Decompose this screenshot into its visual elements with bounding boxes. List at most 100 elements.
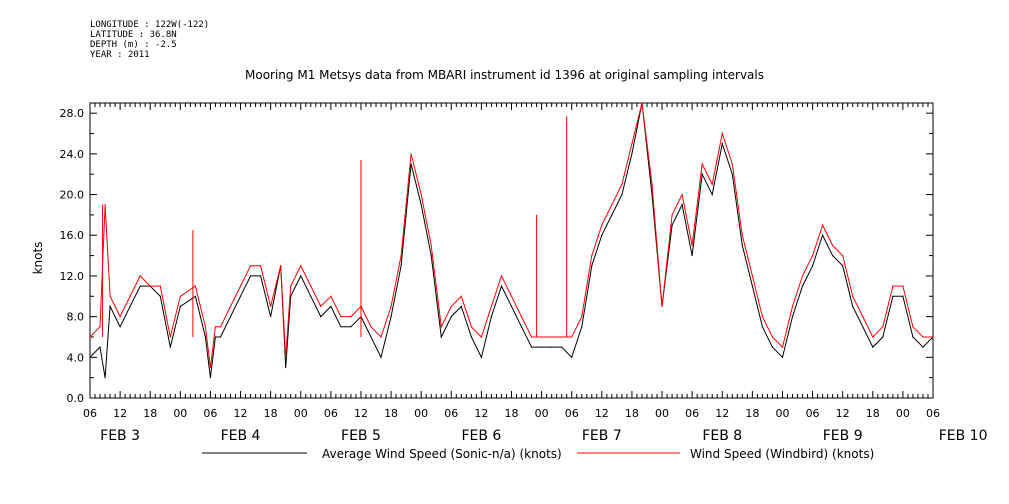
point-average — [671, 224, 673, 226]
station-metadata: LONGITUDE : 122W(-122) LATITUDE : 36.8N … — [90, 20, 209, 60]
point-windbird — [114, 305, 116, 308]
point-windbird — [104, 204, 106, 206]
series-group — [89, 102, 934, 379]
point-average — [822, 234, 824, 236]
point-windbird — [581, 316, 583, 318]
point-windbird — [811, 254, 814, 257]
date-label: FEB 7 — [582, 428, 622, 444]
x-tick-label: 12 — [474, 407, 488, 420]
point-windbird — [149, 285, 151, 287]
point-windbird — [270, 305, 272, 308]
point-average — [912, 336, 914, 338]
plot-frame — [89, 102, 934, 399]
point-windbird — [330, 295, 332, 297]
point-average — [571, 356, 573, 358]
point-average — [862, 326, 864, 328]
point-windbird — [842, 254, 844, 257]
date-label: FEB 5 — [341, 428, 381, 444]
point-average — [892, 295, 894, 297]
x-tick-label: 18 — [625, 407, 639, 420]
point-windbird — [340, 316, 342, 318]
point-windbird — [530, 336, 533, 338]
x-tick-label: 00 — [535, 407, 549, 420]
point-windbird — [681, 193, 683, 196]
series-line-average — [89, 102, 934, 378]
x-tick-label: 06 — [685, 407, 699, 420]
point-average — [330, 305, 332, 308]
point-average — [581, 326, 583, 328]
point-windbird — [239, 285, 242, 287]
point-average — [390, 316, 392, 318]
point-windbird — [390, 305, 392, 308]
point-average — [350, 326, 352, 328]
legend-label-average: Average Wind Speed (Sonic-n/a) (knots) — [322, 447, 562, 461]
point-average — [109, 305, 111, 308]
point-average — [340, 326, 342, 328]
point-windbird — [932, 336, 934, 338]
point-windbird — [440, 326, 442, 328]
point-windbird — [781, 346, 784, 348]
point-windbird — [902, 285, 904, 287]
x-tick-label: 06 — [444, 407, 458, 420]
point-average — [791, 316, 794, 318]
point-average — [300, 275, 302, 277]
point-average — [229, 316, 232, 318]
point-average — [450, 316, 452, 318]
point-average — [400, 265, 402, 267]
point-average — [219, 336, 222, 338]
x-tick-label: 00 — [173, 407, 187, 420]
date-label: FEB 8 — [702, 428, 742, 444]
point-windbird — [89, 336, 91, 338]
legend-label-windbird: Wind Speed (Windbird) (knots) — [690, 447, 875, 461]
point-average — [194, 295, 196, 297]
date-label: FEB 6 — [461, 428, 501, 444]
x-tick-label: 18 — [264, 407, 278, 420]
point-windbird — [420, 193, 422, 196]
point-windbird — [99, 326, 101, 328]
date-label: FEB 9 — [823, 428, 863, 444]
y-tick-label: 20.0 — [60, 189, 85, 202]
point-windbird — [731, 163, 733, 165]
series-line-windbird — [89, 102, 933, 368]
point-average — [561, 346, 563, 348]
x-tick-label: 06 — [83, 407, 97, 420]
point-windbird — [500, 275, 503, 277]
point-average — [370, 336, 372, 338]
point-average — [721, 143, 723, 145]
point-average — [480, 356, 482, 358]
point-windbird — [320, 305, 322, 308]
point-average — [260, 275, 262, 277]
y-tick-label: 24.0 — [60, 148, 85, 161]
y-axis-label: knots — [31, 242, 45, 275]
y-tick-label: 16.0 — [60, 229, 85, 242]
point-windbird — [139, 275, 141, 277]
x-tick-label: 12 — [113, 407, 127, 420]
point-windbird — [801, 275, 804, 277]
x-tick-label: 00 — [775, 407, 789, 420]
point-average — [510, 305, 513, 308]
point-windbird — [119, 316, 121, 318]
x-tick-label: 00 — [655, 407, 669, 420]
point-average — [380, 356, 382, 358]
point-average — [440, 336, 442, 338]
point-average — [320, 316, 322, 318]
point-windbird — [631, 143, 633, 145]
depth-label: DEPTH (m) : -2.5 — [90, 40, 177, 50]
point-average — [89, 356, 91, 358]
point-average — [842, 265, 844, 267]
longitude-label: LONGITUDE : 122W(-122) — [90, 20, 210, 30]
point-average — [922, 346, 924, 348]
point-windbird — [661, 305, 663, 308]
point-average — [179, 305, 181, 308]
point-windbird — [179, 295, 181, 297]
point-average — [530, 346, 533, 348]
point-average — [520, 326, 523, 328]
date-label: FEB 4 — [221, 428, 261, 444]
x-tick-label: 12 — [234, 407, 248, 420]
point-windbird — [520, 316, 523, 318]
axis-ticks — [89, 103, 934, 399]
point-average — [204, 336, 207, 338]
point-windbird — [410, 153, 412, 155]
point-windbird — [129, 295, 131, 297]
point-average — [500, 285, 503, 287]
